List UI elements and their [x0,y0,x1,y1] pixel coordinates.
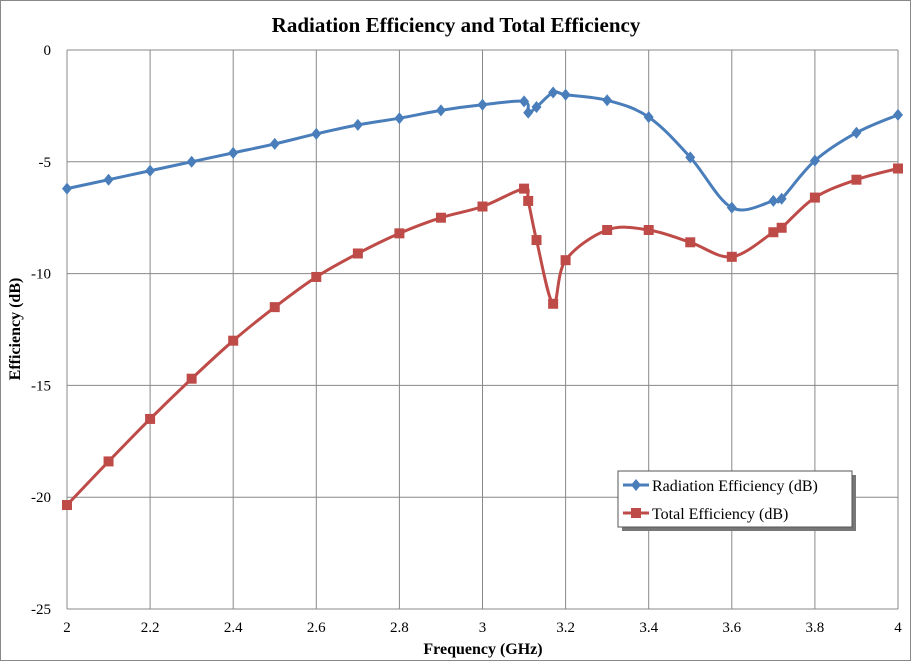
data-point-diamond [352,118,363,131]
data-point-diamond [269,137,280,150]
x-tick-label: 2.8 [390,620,409,636]
data-point-diamond [631,479,641,491]
y-tick-label: -25 [31,602,51,618]
data-point-square [531,235,542,246]
y-axis-label: Efficiency (dB) [7,278,24,381]
data-point-square [851,174,862,185]
x-tick-label: 4 [894,620,902,636]
series-total-efficiency [62,163,903,511]
legend: Radiation Efficiency (dB) Total Efficienc… [617,470,856,531]
x-tick-label: 2.4 [224,620,243,636]
x-tick-label: 2.6 [307,620,326,636]
data-point-square [631,508,641,518]
data-point-diamond [851,126,862,139]
data-point-diamond [523,106,534,119]
y-tick-label: -20 [31,490,51,506]
data-point-square [103,456,114,467]
chart-title: Radiation Efficiency and Total Efficienc… [272,13,641,37]
data-point-diamond [726,201,737,214]
data-point-square [186,373,197,384]
y-tick-label: -15 [31,378,51,394]
x-tick-label: 3.2 [556,620,575,636]
y-tick-label: -5 [39,155,52,171]
data-point-diamond [62,182,72,195]
data-point-diamond [768,194,779,207]
data-point-diamond [145,164,156,177]
x-axis-label: Frequency (GHz) [423,641,542,658]
data-point-square [228,335,239,346]
data-point-square [435,212,446,223]
data-point-square [62,500,72,511]
data-point-square [311,271,322,282]
data-point-diamond [311,127,322,140]
data-point-square [893,163,903,174]
x-tick-label: 3.8 [806,620,825,636]
y-tick-label: -10 [31,267,51,283]
data-point-diamond [186,155,197,168]
data-point-diamond [519,95,530,108]
x-tick-label: 2 [63,620,71,636]
data-point-square [519,183,530,194]
data-point-square [768,227,779,238]
legend-label: Total Efficiency (dB) [652,506,788,523]
data-point-square [548,298,559,309]
data-point-square [560,255,571,266]
data-point-square [809,192,820,203]
data-point-square [145,413,156,424]
data-point-diamond [531,101,542,114]
data-point-square [394,228,405,239]
data-point-square [643,224,654,235]
data-point-diamond [477,98,488,111]
data-point-diamond [394,112,405,125]
data-point-diamond [228,146,239,159]
data-point-diamond [643,111,654,124]
data-point-diamond [548,86,559,99]
x-tick-label: 3 [479,620,487,636]
legend-label: Radiation Efficiency (dB) [652,478,818,495]
data-point-square [352,248,363,259]
data-point-square [685,237,696,248]
x-tick-label: 2.2 [141,620,160,636]
legend-box [617,470,853,528]
data-point-square [523,195,534,206]
data-point-diamond [809,154,820,167]
series-radiation-efficiency [62,86,903,214]
x-tick-label: 3.6 [722,620,741,636]
data-point-diamond [893,108,903,121]
data-point-square [477,201,488,212]
data-point-square [726,251,737,262]
data-point-square [602,224,613,235]
data-point-diamond [103,173,114,186]
data-point-diamond [602,94,613,107]
data-point-diamond [435,104,446,117]
data-point-square [776,222,787,233]
data-point-diamond [685,151,696,164]
y-tick-label: 0 [44,43,52,59]
x-tick-label: 3.4 [639,620,658,636]
data-point-square [269,302,280,313]
data-point-diamond [560,88,571,101]
data-point-diamond [776,192,787,205]
